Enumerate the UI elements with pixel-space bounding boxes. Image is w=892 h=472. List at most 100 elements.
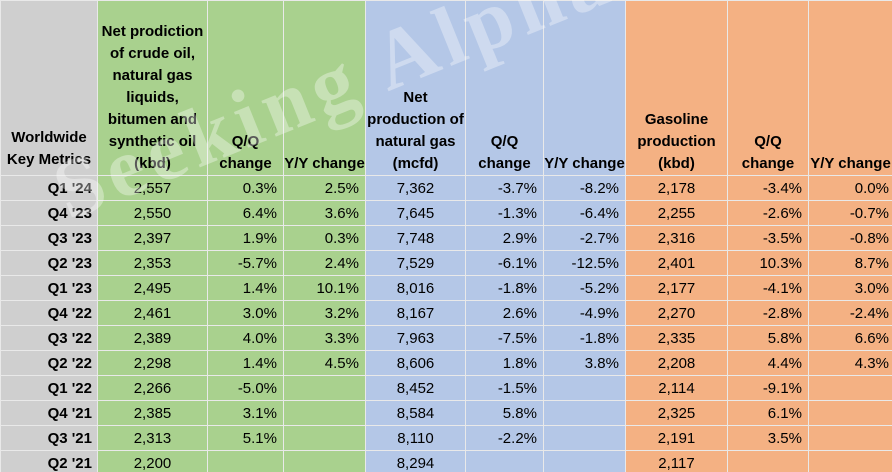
crude-yy [283,450,366,472]
gas-qq [465,450,544,472]
gas-qq: -1.8% [465,275,544,301]
quarter-label: Q4 '22 [0,300,98,326]
gas-qq: -3.7% [465,175,544,201]
gasoline-value: 2,316 [625,225,728,251]
crude-value: 2,389 [97,325,208,351]
quarter-label: Q3 '23 [0,225,98,251]
header-gas-yy-change: Y/Y change [543,0,626,176]
gas-qq: -7.5% [465,325,544,351]
gasoline-value: 2,208 [625,350,728,376]
quarter-label: Q3 '22 [0,325,98,351]
gasoline-qq: 6.1% [727,400,809,426]
table-row: Q4 '21 2,385 3.1% 8,584 5.8% 2,325 6.1% [0,400,892,426]
quarter-label: Q3 '21 [0,425,98,451]
gas-value: 8,167 [365,300,466,326]
gas-value: 7,645 [365,200,466,226]
gasoline-value: 2,178 [625,175,728,201]
gas-qq: 2.9% [465,225,544,251]
quarter-label: Q4 '23 [0,200,98,226]
gas-value: 8,294 [365,450,466,472]
table-row: Q1 '23 2,495 1.4% 10.1% 8,016 -1.8% -5.2% 2,177… [0,275,892,301]
header-worldwide-key-metrics: Worldwide Key Metrics [0,0,98,176]
gasoline-yy: 6.6% [808,325,892,351]
gas-yy: -6.4% [543,200,626,226]
crude-yy [283,375,366,401]
gas-qq: 5.8% [465,400,544,426]
gas-qq: -6.1% [465,250,544,276]
gas-value: 8,584 [365,400,466,426]
crude-qq: 1.4% [207,275,284,301]
gasoline-value: 2,114 [625,375,728,401]
crude-qq: -5.7% [207,250,284,276]
gas-value: 7,529 [365,250,466,276]
gasoline-qq: 5.8% [727,325,809,351]
gas-qq: -1.3% [465,200,544,226]
crude-yy: 3.2% [283,300,366,326]
gasoline-qq: 3.5% [727,425,809,451]
gas-yy: 3.8% [543,350,626,376]
gasoline-value: 2,117 [625,450,728,472]
gas-value: 8,016 [365,275,466,301]
crude-qq: -5.0% [207,375,284,401]
gas-yy [543,400,626,426]
crude-yy: 2.5% [283,175,366,201]
crude-value: 2,495 [97,275,208,301]
quarter-label: Q1 '22 [0,375,98,401]
gasoline-yy [808,375,892,401]
header-gasoline-qq-change: Q/Q change [727,0,809,176]
header-crude-qq-change: Q/Q change [207,0,284,176]
gas-yy: -4.9% [543,300,626,326]
table-row: Q1 '24 2,557 0.3% 2.5% 7,362 -3.7% -8.2% 2,178-… [0,175,892,201]
gasoline-yy: -2.4% [808,300,892,326]
crude-qq: 3.0% [207,300,284,326]
gas-value: 7,362 [365,175,466,201]
gas-value: 8,110 [365,425,466,451]
table-row: Q2 '21 2,200 8,294 2,117 [0,450,892,472]
gasoline-qq [727,450,809,472]
gas-yy: -2.7% [543,225,626,251]
quarter-label: Q2 '21 [0,450,98,472]
table-row: Q4 '23 2,550 6.4% 3.6% 7,645 -1.3% -6.4% 2,255-… [0,200,892,226]
crude-qq: 6.4% [207,200,284,226]
gas-yy: -5.2% [543,275,626,301]
gasoline-value: 2,255 [625,200,728,226]
crude-value: 2,353 [97,250,208,276]
gas-qq: -1.5% [465,375,544,401]
table-row: Q3 '21 2,313 5.1% 8,110 -2.2% 2,191 3.5% [0,425,892,451]
crude-value: 2,397 [97,225,208,251]
gasoline-yy: 3.0% [808,275,892,301]
table-body: Q1 '24 2,557 0.3% 2.5% 7,362 -3.7% -8.2% 2,178-… [0,175,892,472]
gasoline-value: 2,401 [625,250,728,276]
gas-value: 8,452 [365,375,466,401]
header-gasoline-production: Gasoline production (kbd) [625,0,728,176]
gas-yy: -1.8% [543,325,626,351]
crude-yy: 10.1% [283,275,366,301]
gas-value: 7,963 [365,325,466,351]
gasoline-qq: -9.1% [727,375,809,401]
header-gasoline-yy-change: Y/Y change [808,0,892,176]
crude-value: 2,461 [97,300,208,326]
table-row: Q3 '23 2,397 1.9% 0.3% 7,748 2.9% -2.7% 2,316 -3… [0,225,892,251]
gasoline-qq: 4.4% [727,350,809,376]
crude-qq: 4.0% [207,325,284,351]
header-crude-yy-change: Y/Y change [283,0,366,176]
gas-yy [543,450,626,472]
crude-yy: 3.3% [283,325,366,351]
crude-yy: 3.6% [283,200,366,226]
header-gas-qq-change: Q/Q change [465,0,544,176]
crude-qq: 3.1% [207,400,284,426]
crude-yy: 4.5% [283,350,366,376]
crude-qq [207,450,284,472]
gasoline-qq: -3.4% [727,175,809,201]
crude-yy: 2.4% [283,250,366,276]
gasoline-value: 2,177 [625,275,728,301]
header-crude-oil-production: Net prodiction of crude oil, natural gas… [97,0,208,176]
gasoline-value: 2,191 [625,425,728,451]
gasoline-yy: -0.8% [808,225,892,251]
gasoline-yy: 8.7% [808,250,892,276]
gas-qq: 1.8% [465,350,544,376]
gasoline-qq: -3.5% [727,225,809,251]
gasoline-qq: -4.1% [727,275,809,301]
gasoline-yy: 0.0% [808,175,892,201]
